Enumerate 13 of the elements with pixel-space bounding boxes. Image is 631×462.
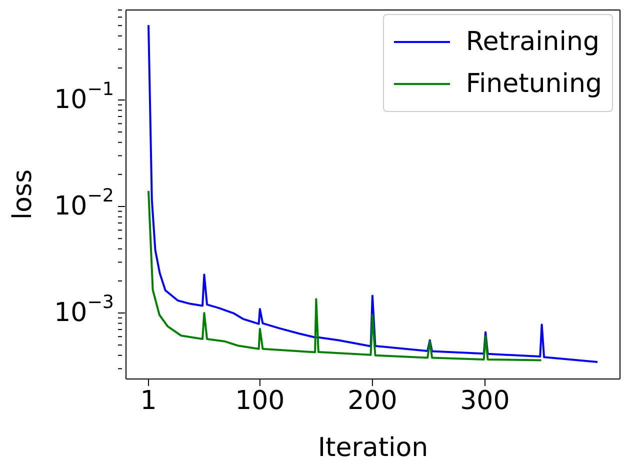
legend-label: Retraining <box>466 27 600 57</box>
x-tick-label: 200 <box>348 386 398 416</box>
line-series <box>148 190 542 362</box>
x-tick-label: 300 <box>460 386 510 416</box>
x-axis-title: Iteration <box>318 433 428 462</box>
line-series <box>148 24 598 363</box>
x-tick-label: 100 <box>235 386 285 416</box>
legend-label: Finetuning <box>466 69 602 99</box>
y-axis-title: loss <box>8 169 38 220</box>
x-tick-label: 1 <box>140 386 157 416</box>
y-tick-label: 10$^{−1}$ <box>54 79 114 115</box>
y-tick-label: 10$^{−3}$ <box>54 292 114 328</box>
y-tick-label: 10$^{−2}$ <box>54 185 114 222</box>
